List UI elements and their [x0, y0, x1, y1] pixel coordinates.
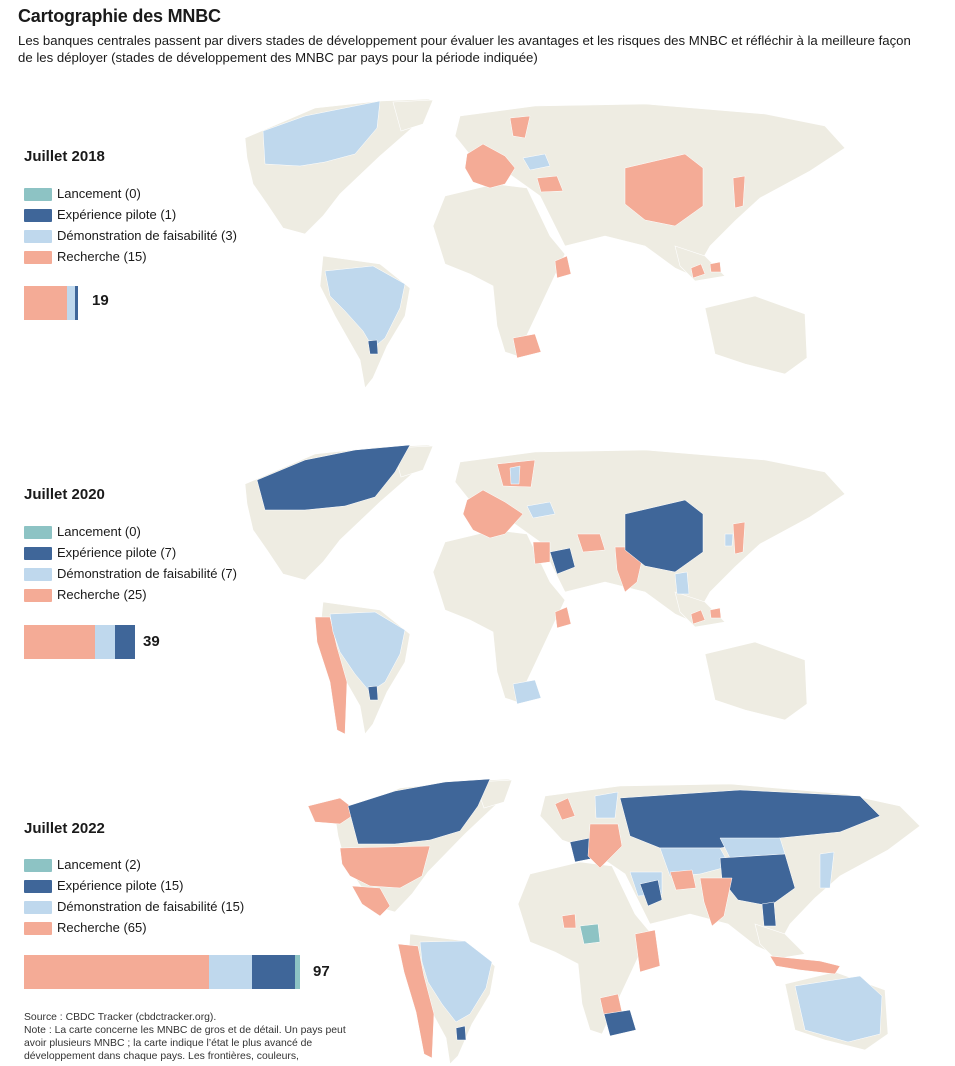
bar-segment-pilot: [75, 286, 79, 320]
legend-label-proof: Démonstration de faisabilité (15): [57, 899, 245, 914]
page-title: Cartographie des MNBC: [18, 6, 221, 26]
legend-label-pilot: Expérience pilote (1): [57, 207, 177, 222]
legend-label-research: Recherche (65): [57, 920, 147, 935]
legend-label-research: Recherche (25): [57, 587, 147, 602]
legend-label-launch: Lancement (0): [57, 524, 141, 539]
legend-label-pilot: Expérience pilote (15): [57, 878, 184, 893]
legend-label-launch: Lancement (0): [57, 186, 141, 201]
legend-swatch-research: [24, 251, 52, 264]
legend-swatch-research: [24, 922, 52, 935]
panel-title-2020: Juillet 2020: [24, 486, 105, 503]
bar-2020: [24, 625, 136, 659]
legend-swatch-launch: [24, 859, 52, 872]
legend-swatch-pilot: [24, 547, 52, 560]
legend-label-proof: Démonstration de faisabilité (3): [57, 228, 237, 243]
panel-title-2022: Juillet 2022: [24, 820, 105, 837]
bar-segment-research: [24, 625, 96, 659]
note-text: Note : La carte concerne les MNBC de gro…: [24, 1025, 346, 1062]
total-2020: 39: [143, 633, 160, 650]
legend-swatch-proof: [24, 230, 52, 243]
legend-label-proof: Démonstration de faisabilité (7): [57, 566, 237, 581]
bar-segment-proof: [95, 625, 116, 659]
world-map-2018: [205, 96, 845, 396]
states-2020: [256, 444, 746, 735]
legend-swatch-proof: [24, 901, 52, 914]
bar-segment-launch: [294, 955, 301, 989]
legend-label-research: Recherche (15): [57, 249, 147, 264]
legend-swatch-pilot: [24, 880, 52, 893]
source-text: Source : CBDC Tracker (cbdctracker.org).: [24, 1012, 217, 1023]
bar-segment-research: [24, 955, 210, 989]
page-subtitle: Les banques centrales passent par divers…: [18, 33, 911, 65]
legend-swatch-research: [24, 589, 52, 602]
states-2018: [262, 100, 746, 359]
bar-2022: [24, 955, 301, 989]
panel-title-2018: Juillet 2018: [24, 148, 105, 165]
world-map-2022: [300, 776, 920, 1066]
states-2022: [307, 778, 883, 1059]
source-note: Source : CBDC Tracker (cbdctracker.org).…: [24, 1011, 364, 1063]
bar-segment-pilot: [115, 625, 136, 659]
legend-swatch-launch: [24, 526, 52, 539]
bar-2018: [24, 286, 79, 320]
bar-segment-research: [24, 286, 67, 320]
legend-label-pilot: Expérience pilote (7): [57, 545, 177, 560]
legend-swatch-pilot: [24, 209, 52, 222]
legend-label-launch: Lancement (2): [57, 857, 141, 872]
total-2018: 19: [92, 292, 109, 309]
legend-swatch-proof: [24, 568, 52, 581]
bar-segment-pilot: [252, 955, 295, 989]
world-map-2020: [205, 442, 845, 747]
total-2022: 97: [313, 963, 330, 980]
bar-segment-proof: [66, 286, 76, 320]
bar-segment-proof: [209, 955, 252, 989]
legend-swatch-launch: [24, 188, 52, 201]
